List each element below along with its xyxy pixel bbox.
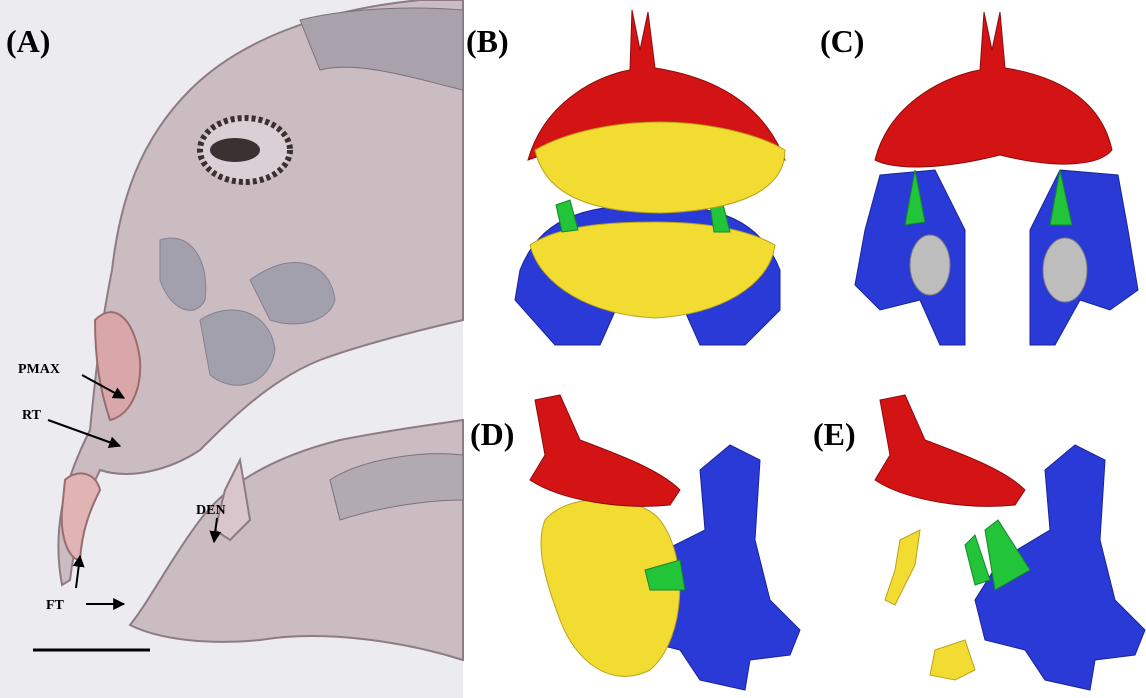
panel-label: (E): [813, 416, 856, 452]
upper-jaw: [875, 12, 1112, 167]
panel-label: (B): [466, 23, 509, 59]
tooth-fragment: [930, 640, 975, 680]
panel-d-render: [530, 395, 800, 690]
figure: PMAX RT DEN FT (A) (B): [0, 0, 1146, 698]
replacement-tooth: [910, 235, 950, 295]
panel-a-image: PMAX RT DEN FT: [0, 0, 463, 698]
annotation: FT: [46, 598, 65, 613]
tooth: [965, 535, 990, 585]
upper-jaw: [875, 395, 1025, 506]
panel-label: (D): [470, 416, 514, 452]
panel-c-render: [855, 12, 1138, 345]
upper-jaw: [530, 395, 680, 506]
panel-b-render: [515, 10, 785, 345]
tooth-fragment: [885, 530, 920, 605]
panel-e-render: [875, 395, 1145, 690]
panel-label: (A): [6, 23, 50, 59]
pigment-core: [210, 138, 260, 162]
annotation: DEN: [196, 503, 226, 518]
replacement-tooth: [1043, 238, 1087, 302]
panel-label: (C): [820, 23, 864, 59]
annotation: RT: [22, 408, 42, 423]
annotation: PMAX: [18, 362, 60, 377]
upper-teeth: [535, 122, 785, 213]
